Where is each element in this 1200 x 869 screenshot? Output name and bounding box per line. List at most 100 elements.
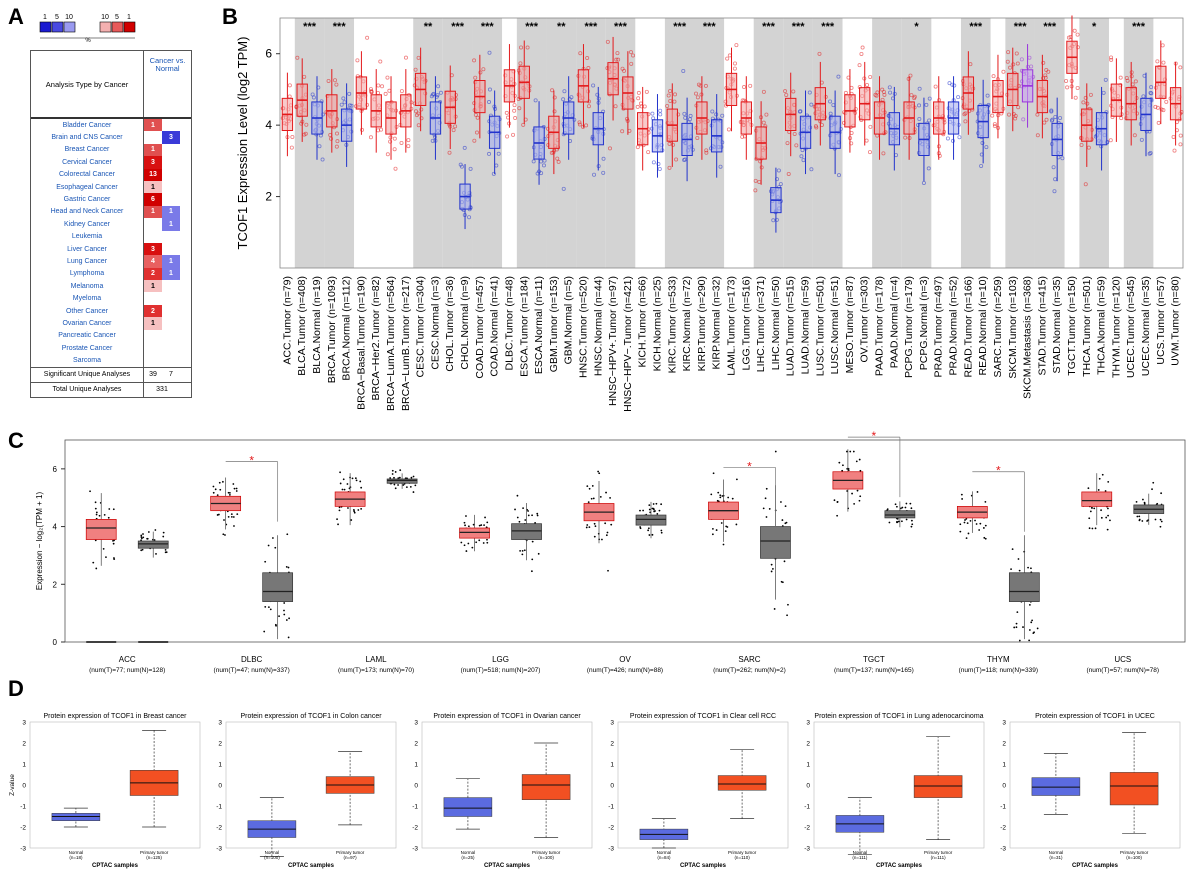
down-count-cell <box>162 193 180 205</box>
data-point <box>343 488 346 491</box>
group-counts: (num(T)=57; num(N)=78) <box>1086 667 1159 674</box>
data-point <box>393 166 398 171</box>
table-row: Colorectal Cancer 13 <box>31 168 191 181</box>
y-tick-label: 1 <box>1002 762 1006 769</box>
data-point <box>1155 59 1160 64</box>
data-point <box>1051 165 1056 170</box>
x-tick-label: Normal <box>853 850 868 855</box>
data-point <box>1109 519 1111 522</box>
data-point <box>405 486 408 489</box>
up-count-cell: 1 <box>144 317 162 330</box>
data-point <box>419 116 424 121</box>
data-point <box>1161 60 1166 65</box>
data-point <box>391 473 394 475</box>
x-tick-label: Primary tumor <box>924 850 953 855</box>
data-point <box>519 550 522 552</box>
x-tick-label: BLCA.Normal (n=19) <box>311 276 323 374</box>
data-point <box>1100 509 1102 512</box>
data-point <box>552 109 557 114</box>
data-point <box>230 513 233 516</box>
data-point <box>658 112 663 117</box>
data-point <box>1149 85 1154 90</box>
data-point <box>584 123 589 128</box>
y-tick-label: 1 <box>610 762 614 769</box>
data-point <box>784 92 789 97</box>
data-point <box>979 522 982 525</box>
data-point <box>616 57 621 62</box>
plot-border <box>64 439 1186 643</box>
data-point <box>921 180 926 185</box>
data-point <box>778 182 783 187</box>
data-point <box>742 85 747 90</box>
data-point <box>910 507 913 510</box>
data-point <box>773 608 776 610</box>
data-point <box>230 515 233 518</box>
data-point <box>227 491 230 494</box>
significance-label: ** <box>557 21 566 33</box>
subplot-title: Protein expression of TCOF1 in Lung aden… <box>814 713 983 720</box>
y-tick-label: -3 <box>20 846 26 853</box>
data-point <box>360 507 363 510</box>
data-point <box>1142 498 1144 501</box>
panel-letter-b: B <box>222 4 238 29</box>
data-point <box>798 109 803 114</box>
y-tick-label: 1 <box>414 762 418 769</box>
x-tick-label: Primary tumor <box>532 850 561 855</box>
x-tick-label: LIHC.Normal (n=50) <box>770 276 782 370</box>
data-point <box>1156 120 1161 125</box>
data-point <box>1105 516 1108 519</box>
data-point <box>561 186 566 191</box>
data-point <box>959 530 962 533</box>
data-point <box>979 163 984 168</box>
x-tick-label: HNSC−HPV−.Tumor (n=421) <box>622 276 634 412</box>
data-point <box>833 499 836 502</box>
data-point <box>227 515 230 518</box>
data-point <box>762 507 765 510</box>
data-point <box>537 552 540 555</box>
data-point <box>287 94 292 99</box>
data-point <box>860 45 865 50</box>
data-point <box>368 87 373 92</box>
y-tick-label: 0 <box>218 783 222 790</box>
data-point <box>569 95 574 100</box>
data-point <box>852 450 855 453</box>
data-point <box>905 502 908 505</box>
data-point <box>903 135 908 140</box>
data-point <box>1106 528 1109 531</box>
data-point <box>924 102 929 107</box>
data-point <box>388 139 393 144</box>
data-point <box>472 523 475 526</box>
data-point <box>841 469 844 472</box>
y-tick-label: 4 <box>53 523 58 532</box>
data-point <box>350 519 353 521</box>
data-point <box>430 138 435 143</box>
data-point <box>601 156 606 161</box>
down-count-cell <box>162 181 180 193</box>
header-cancer-vs-normal: Cancer vs. Normal <box>149 56 186 73</box>
data-point <box>224 534 226 536</box>
data-point <box>588 526 591 529</box>
data-point <box>164 548 167 551</box>
down-count-cell <box>162 243 180 255</box>
down-count-cell: 1 <box>162 267 180 281</box>
data-point <box>966 522 969 525</box>
data-point <box>482 542 485 544</box>
data-point <box>1087 487 1090 490</box>
data-point <box>753 178 758 183</box>
table-row: Ovarian Cancer 1 <box>31 317 191 330</box>
subplot-title: Protein expression of TCOF1 in Colon can… <box>240 713 382 720</box>
data-point <box>593 535 596 538</box>
data-point <box>620 66 625 71</box>
data-point <box>759 165 764 170</box>
significance-label: *** <box>333 21 347 33</box>
x-tick-count: (n=125) <box>146 855 162 860</box>
data-point <box>1028 639 1031 642</box>
data-point <box>651 533 654 536</box>
data-point <box>765 516 768 518</box>
y-tick-label: 3 <box>806 720 810 727</box>
data-point <box>458 162 463 167</box>
data-point <box>1016 611 1019 614</box>
data-point <box>586 524 589 526</box>
data-point <box>674 157 679 162</box>
data-point <box>964 519 966 521</box>
